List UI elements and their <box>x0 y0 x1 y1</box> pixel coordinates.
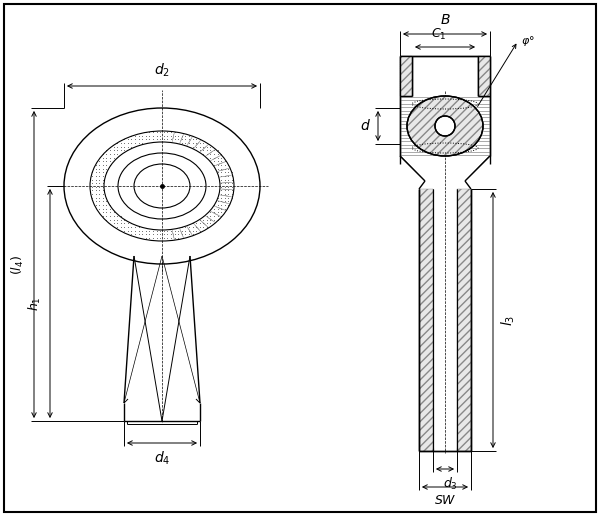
Circle shape <box>435 116 455 136</box>
Text: $SW$: $SW$ <box>434 494 457 507</box>
Ellipse shape <box>407 96 483 156</box>
Bar <box>400 56 412 96</box>
Text: $B$: $B$ <box>440 13 451 27</box>
Bar <box>478 56 490 96</box>
Bar <box>419 189 433 451</box>
Text: $l_3$: $l_3$ <box>500 314 517 326</box>
Text: $d_4$: $d_4$ <box>154 450 170 467</box>
Text: $\varphi$°: $\varphi$° <box>521 34 535 48</box>
Bar <box>400 56 412 96</box>
Text: $d_3$: $d_3$ <box>443 476 457 492</box>
Text: $C_1$: $C_1$ <box>431 27 447 42</box>
Text: $h_1$: $h_1$ <box>27 296 43 311</box>
Text: $d$: $d$ <box>360 119 371 134</box>
Text: $(l_4)$: $(l_4)$ <box>10 254 26 275</box>
Text: $d_2$: $d_2$ <box>154 61 170 79</box>
Bar <box>457 189 471 451</box>
